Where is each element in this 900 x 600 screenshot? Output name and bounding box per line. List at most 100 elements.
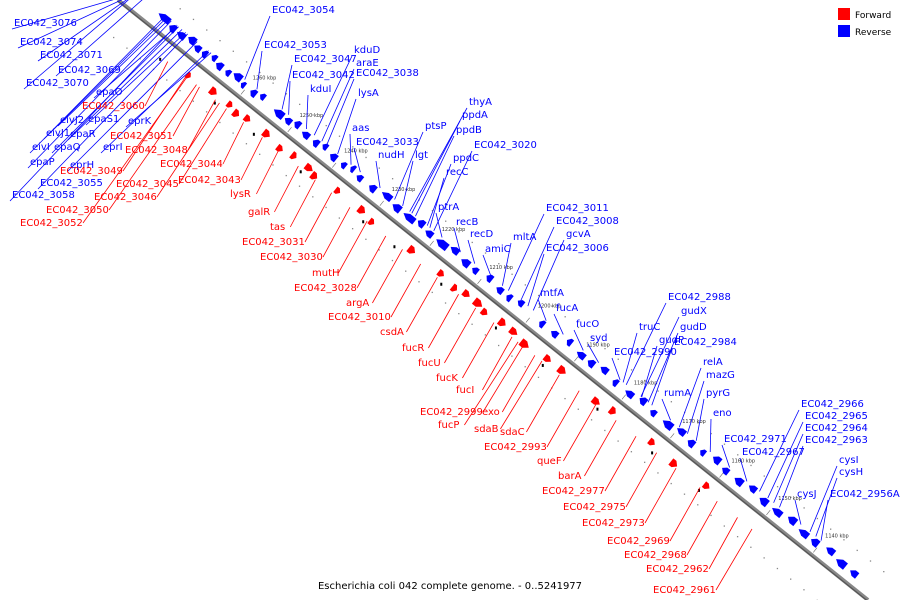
gene-label-reverse[interactable]: ppdA <box>462 110 488 121</box>
gene-label-reverse[interactable]: EC042_3020 <box>474 140 537 151</box>
gene-feature[interactable] <box>367 217 375 225</box>
gene-label-reverse[interactable]: kduD <box>354 45 380 56</box>
gene-label-reverse[interactable]: thyA <box>469 97 492 108</box>
gene-label-reverse[interactable]: epaO <box>96 87 123 98</box>
gene-label-reverse[interactable]: EC042_2967 <box>742 447 805 458</box>
gene-feature[interactable] <box>250 89 259 99</box>
gene-feature[interactable] <box>496 287 505 296</box>
gene-feature[interactable] <box>309 171 318 180</box>
gene-feature[interactable] <box>811 538 821 548</box>
gene-label-forward[interactable]: fucR <box>402 343 424 354</box>
gene-feature[interactable] <box>496 317 506 327</box>
gene-label-forward[interactable]: EC042_3046 <box>94 192 157 203</box>
gene-label-reverse[interactable]: mltA <box>513 232 536 243</box>
gene-label-reverse[interactable]: fucO <box>576 319 599 330</box>
gene-label-reverse[interactable]: EC042_2990 <box>614 347 677 358</box>
gene-label-forward[interactable]: sdaC <box>500 427 525 438</box>
gene-feature[interactable] <box>486 274 495 284</box>
gene-label-forward[interactable]: mutH <box>312 268 340 279</box>
gene-feature[interactable] <box>600 366 610 376</box>
gene-feature[interactable] <box>188 36 198 46</box>
gene-feature[interactable] <box>551 330 560 339</box>
gene-feature[interactable] <box>472 267 480 276</box>
gene-label-reverse[interactable]: EC042_3042 <box>292 70 355 81</box>
gene-feature[interactable] <box>231 108 240 117</box>
gene-label-reverse[interactable]: EC042_2964 <box>805 423 868 434</box>
gene-label-reverse[interactable]: gudX <box>681 306 707 317</box>
gene-label-forward[interactable]: EC042_3050 <box>46 205 109 216</box>
gene-feature[interactable] <box>722 467 731 476</box>
gene-feature[interactable] <box>369 184 378 194</box>
gene-label-forward[interactable]: EC042_3010 <box>328 312 391 323</box>
gene-feature[interactable] <box>662 420 675 432</box>
gene-feature[interactable] <box>273 109 286 120</box>
gene-feature[interactable] <box>639 397 649 407</box>
gene-label-reverse[interactable]: truC <box>639 322 660 333</box>
gene-feature[interactable] <box>216 62 225 72</box>
gene-feature[interactable] <box>479 307 488 316</box>
gene-label-reverse[interactable]: fucA <box>556 303 578 314</box>
gene-label-reverse[interactable]: EC042_3038 <box>356 68 419 79</box>
gene-label-reverse[interactable]: cysH <box>839 467 863 478</box>
gene-feature[interactable] <box>436 239 450 252</box>
gene-feature[interactable] <box>211 54 219 63</box>
gene-feature[interactable] <box>403 213 417 225</box>
gene-feature[interactable] <box>294 121 303 130</box>
gene-feature[interactable] <box>590 396 600 405</box>
gene-label-reverse[interactable]: relA <box>703 357 723 368</box>
gene-feature[interactable] <box>425 230 435 239</box>
gene-label-forward[interactable]: EC042_2973 <box>582 518 645 529</box>
gene-feature[interactable] <box>436 269 444 277</box>
gene-feature[interactable] <box>508 326 518 335</box>
gene-feature[interactable] <box>713 456 723 466</box>
gene-feature[interactable] <box>356 204 366 214</box>
gene-label-reverse[interactable]: epaP <box>30 157 55 168</box>
gene-label-reverse[interactable]: gudD <box>680 322 707 333</box>
gene-label-reverse[interactable]: gudP <box>659 335 684 346</box>
gene-feature[interactable] <box>322 143 330 151</box>
gene-label-forward[interactable]: EC042_2969 <box>607 536 670 547</box>
gene-feature[interactable] <box>461 288 470 297</box>
gene-label-reverse[interactable]: epaR <box>70 129 96 140</box>
gene-label-reverse[interactable]: mazG <box>706 370 735 381</box>
gene-feature[interactable] <box>625 390 636 400</box>
gene-label-reverse[interactable]: recB <box>456 217 479 228</box>
gene-label-forward[interactable]: EC042_2999 <box>420 407 483 418</box>
gene-feature[interactable] <box>194 45 203 54</box>
gene-feature[interactable] <box>687 439 697 449</box>
gene-label-reverse[interactable]: EC042_2965 <box>805 411 868 422</box>
gene-feature[interactable] <box>518 338 529 348</box>
gene-label-reverse[interactable]: EC042_2984 <box>674 337 737 348</box>
gene-feature[interactable] <box>177 31 188 41</box>
gene-label-forward[interactable]: EC042_3045 <box>116 179 179 190</box>
gene-feature[interactable] <box>330 153 339 163</box>
gene-feature[interactable] <box>772 507 784 519</box>
gene-feature[interactable] <box>301 131 312 141</box>
gene-feature[interactable] <box>836 559 848 570</box>
gene-feature[interactable] <box>668 458 678 468</box>
gene-label-reverse[interactable]: gcvA <box>566 229 591 240</box>
gene-label-forward[interactable]: lysR <box>230 189 251 200</box>
gene-feature[interactable] <box>748 485 759 494</box>
gene-label-forward[interactable]: EC042_3052 <box>20 218 83 229</box>
gene-label-reverse[interactable]: EC042_2956A <box>830 489 900 500</box>
gene-feature[interactable] <box>517 300 526 308</box>
gene-feature[interactable] <box>461 259 472 269</box>
gene-feature[interactable] <box>225 69 233 78</box>
gene-label-reverse[interactable]: EC042_3071 <box>40 50 103 61</box>
gene-label-forward[interactable]: EC042_2975 <box>563 502 626 513</box>
gene-label-reverse[interactable]: eivJ2 <box>60 115 84 126</box>
gene-feature[interactable] <box>417 220 427 229</box>
gene-label-reverse[interactable]: amiC <box>485 244 511 255</box>
gene-feature[interactable] <box>289 151 297 160</box>
gene-label-reverse[interactable]: epaQ <box>54 142 81 153</box>
gene-label-forward[interactable]: EC042_3030 <box>260 252 323 263</box>
gene-feature[interactable] <box>556 364 566 374</box>
gene-feature[interactable] <box>201 50 210 59</box>
gene-label-reverse[interactable]: eivJ1 <box>46 128 70 139</box>
gene-feature[interactable] <box>341 162 348 170</box>
gene-label-reverse[interactable]: cysI <box>839 455 859 466</box>
gene-feature[interactable] <box>207 86 217 95</box>
gene-label-forward[interactable]: barA <box>558 471 582 482</box>
gene-label-forward[interactable]: EC042_3048 <box>125 145 188 156</box>
